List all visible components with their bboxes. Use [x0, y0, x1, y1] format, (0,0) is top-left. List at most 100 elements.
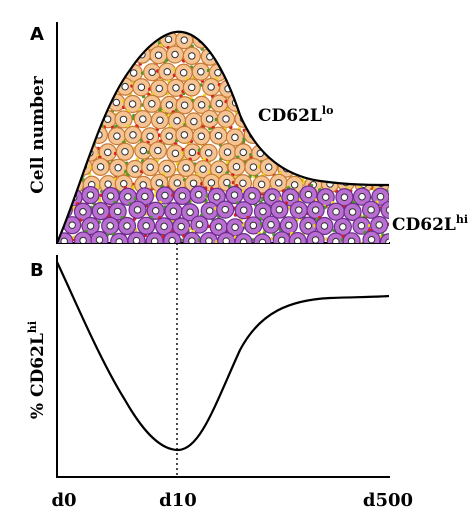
receptor [74, 158, 78, 163]
receptor [223, 249, 227, 253]
receptor [329, 137, 333, 141]
receptor [347, 77, 352, 81]
cell [368, 79, 389, 101]
cell [243, 63, 264, 82]
cell-nucleus [197, 67, 205, 76]
receptor [391, 249, 395, 253]
receptor [332, 79, 336, 84]
receptor [370, 125, 374, 130]
cell-nucleus [148, 68, 156, 76]
cell-nucleus [385, 206, 389, 214]
cell-nucleus [129, 34, 137, 43]
receptor [360, 32, 365, 37]
cell-nucleus [121, 82, 129, 91]
cell-nucleus [324, 83, 332, 92]
receptor [277, 76, 282, 80]
tick-d10: d10 [159, 490, 197, 511]
cell-body [304, 46, 323, 65]
cell [73, 93, 92, 116]
cell [172, 63, 194, 82]
receptor [377, 244, 381, 248]
cell-nucleus [148, 100, 156, 108]
cell [301, 44, 323, 65]
cell-nucleus [309, 52, 317, 60]
cell [80, 45, 100, 66]
receptor [244, 31, 248, 33]
cell-nucleus [168, 236, 176, 244]
cell-nucleus [142, 222, 150, 230]
cell-body [74, 128, 93, 147]
receptor [379, 75, 383, 80]
cell-body [262, 63, 281, 83]
cell-nucleus [120, 180, 128, 188]
cell-body [304, 77, 323, 96]
cell-body [58, 63, 77, 82]
cell-nucleus [188, 237, 196, 244]
cell-nucleus [104, 148, 112, 157]
receptor [282, 83, 287, 88]
receptor [290, 94, 295, 98]
cell [313, 216, 334, 236]
cell-nucleus [239, 148, 248, 157]
cell-nucleus [284, 133, 292, 141]
receptor [376, 42, 381, 47]
cell-body [344, 157, 363, 176]
cell-nucleus [186, 208, 194, 216]
cell-nucleus [188, 148, 197, 157]
receptor [360, 161, 365, 165]
receptor [283, 91, 288, 95]
cell-body [66, 78, 85, 97]
cell [189, 213, 211, 234]
cell [314, 188, 335, 209]
receptor [326, 77, 331, 82]
cell [321, 46, 342, 66]
cell-body [295, 126, 314, 145]
receptor [350, 91, 355, 96]
cell-nucleus [204, 149, 213, 157]
cell [344, 155, 365, 178]
cell [156, 62, 179, 82]
cell-nucleus [368, 133, 377, 141]
cell-body [295, 158, 314, 177]
cell-nucleus [161, 191, 169, 200]
receptor [282, 126, 287, 130]
cell-body [65, 111, 84, 130]
receptor [294, 168, 298, 172]
cell-nucleus [332, 208, 340, 216]
cell [214, 200, 237, 219]
receptor [369, 155, 373, 159]
receptor [98, 79, 103, 84]
cell-nucleus [68, 221, 76, 229]
cell-nucleus [317, 133, 326, 142]
receptor [76, 79, 81, 83]
cell-body [83, 78, 102, 97]
cell [166, 78, 188, 97]
cell-nucleus [78, 101, 86, 109]
cell-nucleus [104, 180, 112, 188]
cell [161, 231, 184, 244]
receptor [353, 88, 357, 93]
receptor [84, 126, 89, 130]
receptor [277, 41, 282, 46]
cell [218, 46, 238, 65]
receptor [248, 116, 253, 120]
cell-body [276, 63, 296, 82]
receptor [250, 54, 254, 59]
receptor [130, 53, 135, 58]
receptor [109, 77, 114, 81]
cell-nucleus [376, 192, 385, 201]
cell-nucleus [188, 83, 196, 92]
cell [311, 63, 331, 84]
receptor [243, 101, 247, 105]
cell-nucleus [79, 133, 88, 141]
cell-nucleus [205, 207, 214, 215]
cell-nucleus [284, 36, 292, 44]
receptor [235, 88, 240, 92]
cell-body [58, 126, 77, 145]
cell-nucleus [223, 51, 232, 60]
cell-body [319, 142, 339, 161]
cell-body [364, 94, 383, 113]
cell-body [107, 31, 126, 50]
cell [376, 91, 389, 114]
receptor [368, 91, 373, 95]
